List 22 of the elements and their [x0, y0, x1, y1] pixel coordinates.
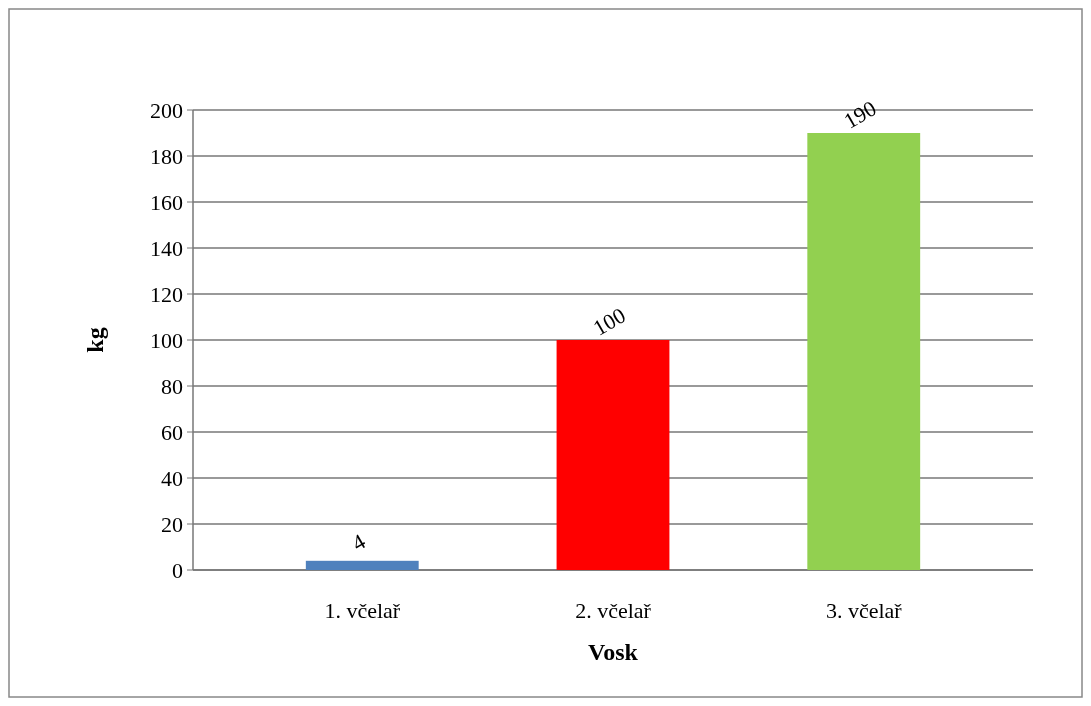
y-tick-label: 180	[150, 143, 183, 169]
y-tick-label: 100	[150, 327, 183, 353]
y-axis-title: kg	[82, 327, 108, 353]
y-tick-label: 160	[150, 189, 183, 215]
y-tick-label: 80	[161, 373, 183, 399]
x-axis-title: Vosk	[588, 639, 639, 665]
y-tick-label: 120	[150, 281, 183, 307]
x-tick-label: 1. včelař	[324, 598, 401, 623]
bar	[556, 340, 670, 570]
y-tick-label: 200	[150, 97, 183, 123]
y-tick-label: 60	[161, 419, 183, 445]
x-tick-label: 3. včelař	[825, 598, 903, 623]
bar	[305, 560, 419, 570]
y-tick-label: 40	[161, 465, 183, 491]
bar	[807, 133, 921, 570]
x-tick-label: 2. včelař	[575, 598, 652, 623]
data-label: 190	[839, 95, 881, 134]
y-tick-label: 140	[150, 235, 183, 261]
y-tick-label: 0	[172, 557, 183, 583]
data-label: 100	[588, 302, 630, 341]
y-tick-label: 20	[161, 511, 183, 537]
data-label: 4	[347, 528, 370, 556]
